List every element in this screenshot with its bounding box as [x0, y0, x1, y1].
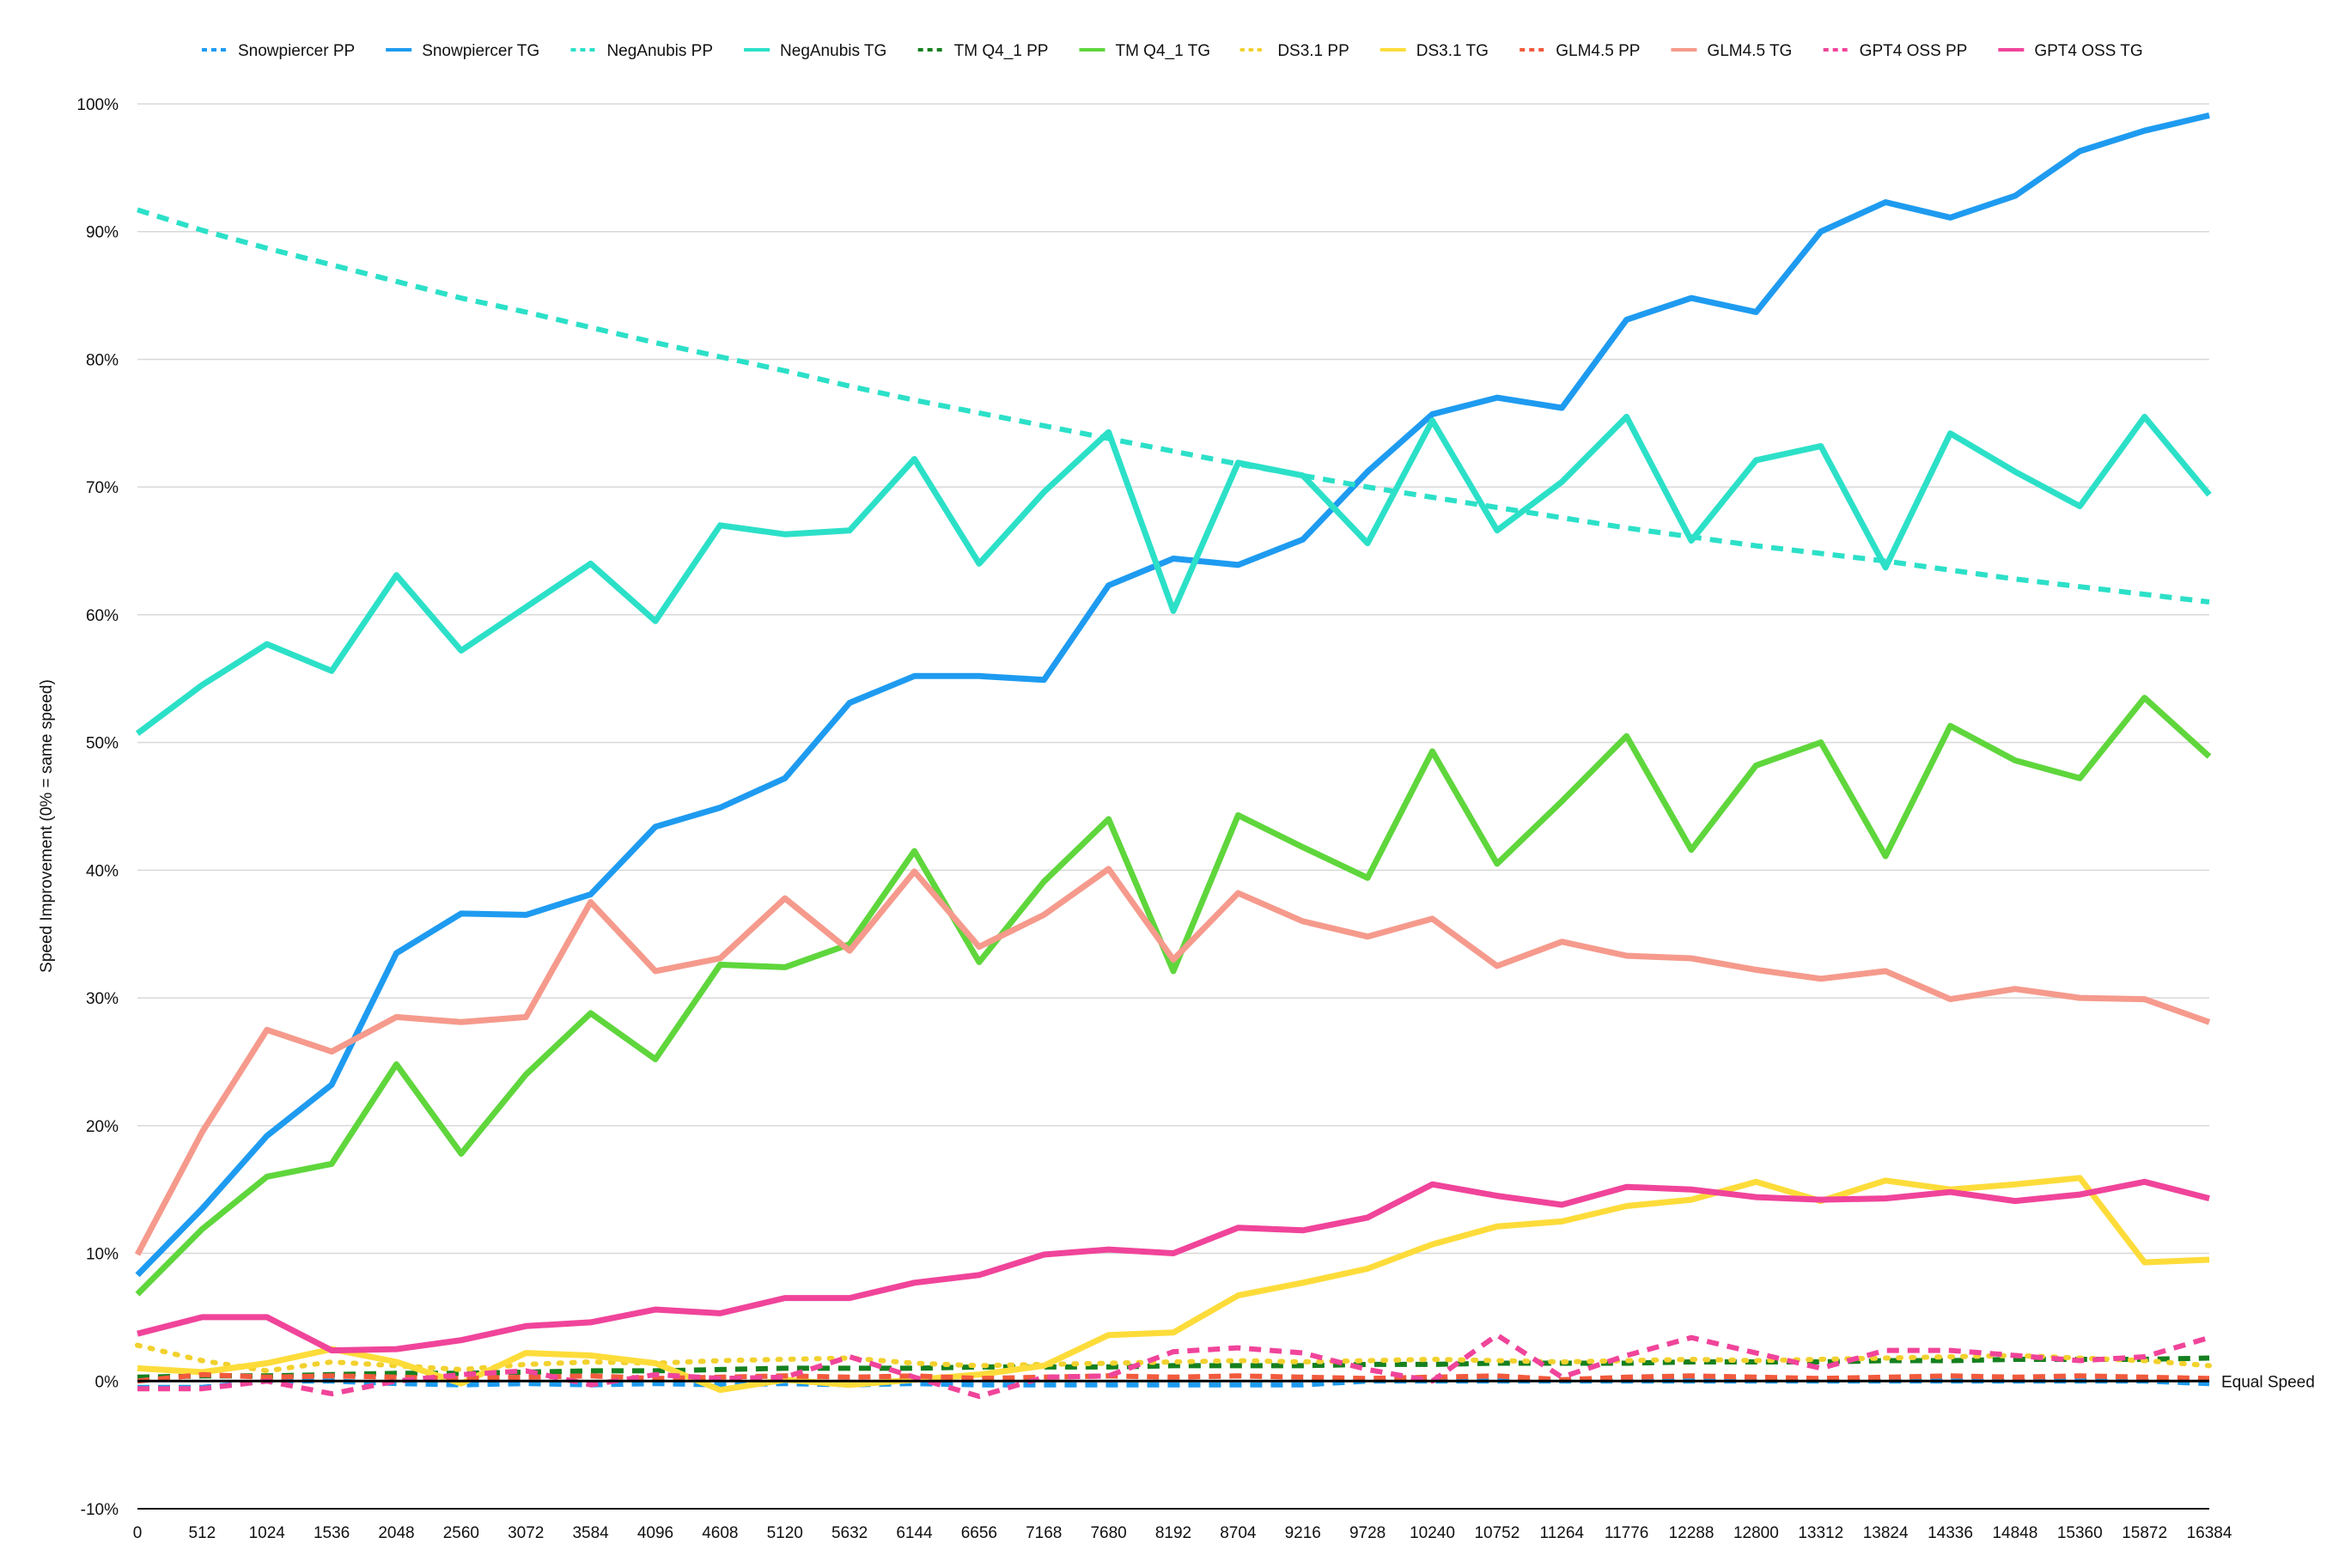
y-tick-label: 0%: [95, 1373, 119, 1391]
y-axis: -10% 0% 10% 20% 30% 40% 50% 60% 70% 80% 90% 100%: [76, 96, 119, 1519]
x-tick-label: 512: [189, 1524, 216, 1542]
legend-label-neganubis-pp: NegAnubis PP: [606, 42, 713, 60]
x-tick-label: 6144: [896, 1524, 933, 1542]
x-tick-label: 13312: [1798, 1524, 1843, 1542]
x-tick-label: 3584: [572, 1524, 609, 1542]
legend-label-tm-q4-1-tg: TM Q4_1 TG: [1115, 42, 1210, 60]
x-tick-label: 12288: [1669, 1524, 1715, 1542]
series-line-gpt4-oss-pp: [137, 1332, 2210, 1400]
x-tick-label: 2048: [378, 1524, 414, 1542]
x-tick-label: 8704: [1220, 1524, 1257, 1542]
legend-label-glm4-5-pp: GLM4.5 PP: [1556, 42, 1640, 60]
x-tick-label: 1024: [249, 1524, 286, 1542]
y-tick-label: 20%: [86, 1118, 119, 1136]
legend-label-tm-q4-1-pp: TM Q4_1 PP: [954, 42, 1049, 60]
legend-label-ds3-1-pp: DS3.1 PP: [1277, 42, 1349, 60]
legend-label-snowpiercer-tg: Snowpiercer TG: [422, 42, 539, 60]
y-tick-label: 100%: [76, 96, 119, 114]
x-tick-label: 11264: [1540, 1524, 1585, 1542]
x-tick-label: 4096: [637, 1524, 673, 1542]
series-line-gpt4-oss-tg: [137, 1178, 2210, 1354]
x-tick-label: 8192: [1155, 1524, 1191, 1542]
x-tick-label: 10752: [1474, 1524, 1520, 1542]
x-tick-label: 14336: [1928, 1524, 1973, 1542]
series-line-ds3-1-pp: [135, 1342, 2212, 1374]
y-tick-label: 80%: [86, 351, 119, 369]
legend-label-snowpiercer-pp: Snowpiercer PP: [238, 42, 355, 60]
y-tick-label: 70%: [86, 479, 119, 497]
x-tick-label: 0: [133, 1524, 143, 1542]
reference-line-group: Equal Speed: [137, 1373, 2315, 1391]
series-line-glm4-5-pp: [137, 1371, 2210, 1384]
series-line-tm-q4-1-tg: [135, 695, 2212, 1297]
x-tick-label: 6656: [961, 1524, 997, 1542]
y-tick-label: 10%: [86, 1246, 119, 1264]
x-tick-label: 3072: [508, 1524, 544, 1542]
x-tick-label: 16384: [2187, 1524, 2232, 1542]
y-tick-label: 60%: [86, 607, 119, 625]
x-tick-label: 10240: [1410, 1524, 1455, 1542]
legend-label-neganubis-tg: NegAnubis TG: [780, 42, 886, 60]
legend-label-gpt4-oss-pp: GPT4 OSS PP: [1860, 42, 1968, 60]
y-tick-label: 90%: [86, 224, 119, 242]
x-tick-label: 13824: [1863, 1524, 1909, 1542]
y-axis-title: Speed Improvement (0% = same speed): [38, 679, 56, 973]
series-line-ds3-1-tg: [137, 1175, 2210, 1394]
x-tick-label: 9216: [1285, 1524, 1321, 1542]
series-line-tm-q4-1-pp: [137, 1355, 2210, 1380]
x-axis: 0 512 1024 1536 2048 2560 3072 3584 4096 4608 5120…: [133, 1508, 2232, 1542]
x-tick-label: 5632: [831, 1524, 868, 1542]
series-line-snowpiercer-pp: [137, 1378, 2210, 1390]
reference-line-label: Equal Speed: [2221, 1373, 2315, 1391]
x-tick-label: 1536: [314, 1524, 350, 1542]
gridlines: [137, 103, 2209, 1255]
x-tick-label: 7680: [1090, 1524, 1126, 1542]
x-tick-label: 4608: [702, 1524, 738, 1542]
legend: Snowpiercer PP Snowpiercer TG NegAnubis PP…: [201, 42, 2143, 60]
legend-label-gpt4-oss-tg: GPT4 OSS TG: [2034, 42, 2142, 60]
x-tick-label: 15872: [2122, 1524, 2167, 1542]
x-tick-label: 11776: [1605, 1524, 1648, 1542]
x-tick-label: 15360: [2057, 1524, 2103, 1542]
legend-label-glm4-5-tg: GLM4.5 TG: [1707, 42, 1792, 60]
series-line-neganubis-tg: [135, 413, 2212, 737]
x-tick-label: 5120: [767, 1524, 803, 1542]
x-tick-label: 2560: [443, 1524, 479, 1542]
y-tick-label: 50%: [86, 735, 119, 753]
series-lines: [134, 112, 2212, 1400]
legend-label-ds3-1-tg: DS3.1 TG: [1416, 42, 1489, 60]
x-tick-label: 12800: [1733, 1524, 1779, 1542]
x-tick-label: 14848: [1992, 1524, 2037, 1542]
y-tick-label: 30%: [86, 990, 119, 1008]
y-tick-label: 40%: [86, 862, 119, 880]
series-line-neganubis-pp: [137, 207, 2210, 605]
x-tick-label: 7168: [1026, 1524, 1062, 1542]
series-line-snowpiercer-tg: [135, 112, 2210, 1278]
series-line-glm4-5-tg: [134, 866, 2211, 1256]
x-tick-label: 9728: [1349, 1524, 1386, 1542]
y-tick-label: -10%: [81, 1501, 119, 1519]
